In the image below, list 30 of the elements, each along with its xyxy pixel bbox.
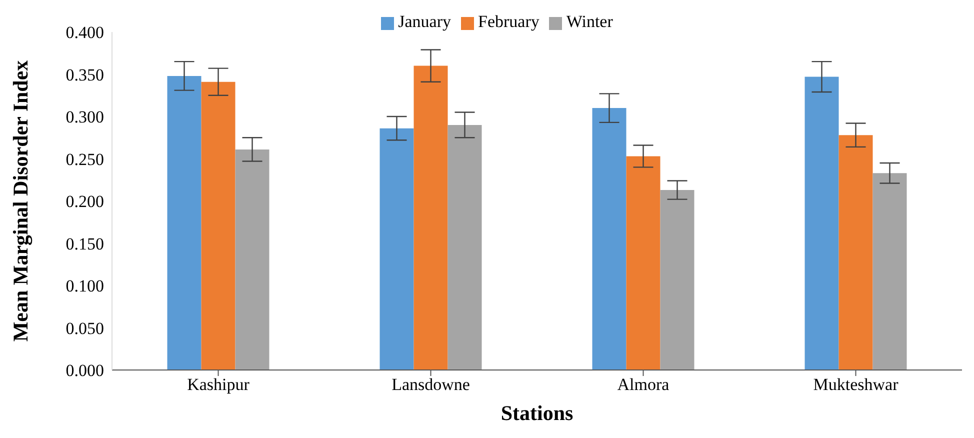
- bar: [804, 76, 839, 370]
- y-tick-label: 0.400: [66, 23, 104, 42]
- y-tick-label: 0.300: [66, 108, 104, 127]
- bar: [201, 82, 236, 370]
- bar: [838, 135, 873, 370]
- legend-label: January: [398, 12, 451, 31]
- y-tick-label: 0.050: [66, 318, 104, 338]
- bar: [235, 149, 270, 370]
- x-tick-label: Almora: [617, 375, 670, 394]
- bar: [167, 76, 202, 370]
- y-tick-label: 0.250: [66, 150, 104, 169]
- bar: [592, 108, 626, 370]
- x-tick-label: Mukteshwar: [813, 375, 899, 394]
- bar: [414, 66, 448, 370]
- x-axis-title: Stations: [500, 401, 574, 425]
- x-tick-label: Kashipur: [187, 375, 250, 394]
- bar: [660, 190, 694, 370]
- legend-label: Winter: [566, 12, 613, 31]
- y-axis-title: Mean Marginal Disorder Index: [8, 60, 32, 342]
- y-tick-label: 0.000: [66, 361, 104, 380]
- bar: [872, 173, 907, 370]
- y-tick-label: 0.200: [66, 192, 104, 212]
- y-tick-label: 0.100: [66, 276, 104, 296]
- legend-label: February: [478, 12, 540, 31]
- bar: [380, 128, 414, 370]
- x-tick-label: Lansdowne: [392, 375, 470, 394]
- bar: [626, 156, 660, 370]
- y-tick-label: 0.150: [66, 234, 104, 254]
- y-tick-label: 0.350: [66, 65, 104, 84]
- bar: [448, 124, 482, 370]
